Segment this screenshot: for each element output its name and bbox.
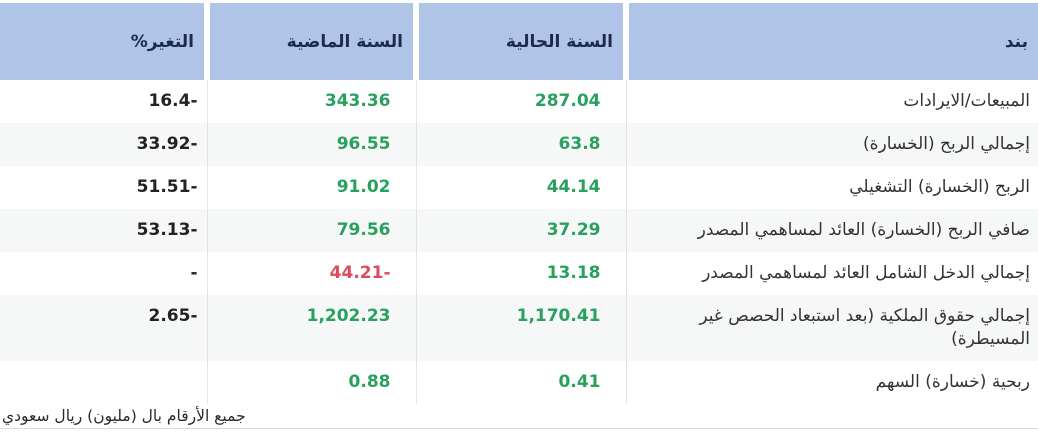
table-row: ربحية (خسارة) السهم 0.41 0.88	[0, 361, 1038, 404]
financials-table: بند السنة الحالية السنة الماضية التغير% …	[0, 3, 1038, 404]
row-label: الربح (الخسارة) التشغيلي	[625, 166, 1038, 209]
change-value: 33.92-	[0, 123, 207, 166]
row-label: المبيعات/الايرادات	[625, 80, 1038, 123]
column-header-item: بند	[623, 3, 1038, 80]
previous-year-value: 1,202.23	[206, 295, 416, 361]
change-value: 53.13-	[0, 209, 207, 252]
change-value: -	[0, 252, 207, 295]
row-label: ربحية (خسارة) السهم	[625, 361, 1038, 404]
current-year-value: 0.41	[415, 361, 626, 404]
previous-year-value: 0.88	[206, 361, 416, 404]
table-row: إجمالي الدخل الشامل العائد لمساهمي المصد…	[0, 252, 1038, 295]
change-value: 2.65-	[0, 295, 207, 361]
current-year-value: 1,170.41	[415, 295, 626, 361]
current-year-value: 13.18	[415, 252, 626, 295]
column-header-change-pct: التغير%	[0, 3, 207, 80]
previous-year-value: 343.36	[206, 80, 416, 123]
current-year-value: 287.04	[415, 80, 626, 123]
column-header-previous-year: السنة الماضية	[204, 3, 416, 80]
current-year-value: 37.29	[415, 209, 626, 252]
current-year-value: 44.14	[415, 166, 626, 209]
row-label: إجمالي الربح (الخسارة)	[625, 123, 1038, 166]
previous-year-value: 96.55	[206, 123, 416, 166]
previous-year-value: 91.02	[206, 166, 416, 209]
table-header: بند السنة الحالية السنة الماضية التغير%	[0, 3, 1038, 80]
previous-year-value: 44.21-	[206, 252, 416, 295]
row-label: صافي الربح (الخسارة) العائد لمساهمي المص…	[625, 209, 1038, 252]
change-value	[0, 361, 207, 404]
table-row: الربح (الخسارة) التشغيلي 44.14 91.02 51.51-	[0, 166, 1038, 209]
table-row: صافي الربح (الخسارة) العائد لمساهمي المص…	[0, 209, 1038, 252]
table-row: المبيعات/الايرادات 287.04 343.36 16.4-	[0, 80, 1038, 123]
bottom-divider	[0, 428, 1038, 429]
change-value: 51.51-	[0, 166, 207, 209]
change-value: 16.4-	[0, 80, 207, 123]
header-row: بند السنة الحالية السنة الماضية التغير%	[0, 3, 1038, 80]
units-footnote: جميع الأرقام بال (مليون) ريال سعودي	[2, 407, 246, 425]
previous-year-value: 79.56	[206, 209, 416, 252]
row-label: إجمالي الدخل الشامل العائد لمساهمي المصد…	[625, 252, 1038, 295]
row-label: إجمالي حقوق الملكية (بعد استبعاد الحصص غ…	[625, 295, 1038, 361]
current-year-value: 63.8	[415, 123, 626, 166]
table-row: إجمالي حقوق الملكية (بعد استبعاد الحصص غ…	[0, 295, 1038, 361]
column-header-current-year: السنة الحالية	[413, 3, 626, 80]
table-body: المبيعات/الايرادات 287.04 343.36 16.4- إجمال…	[0, 80, 1038, 404]
table-row: إجمالي الربح (الخسارة) 63.8 96.55 33.92-	[0, 123, 1038, 166]
